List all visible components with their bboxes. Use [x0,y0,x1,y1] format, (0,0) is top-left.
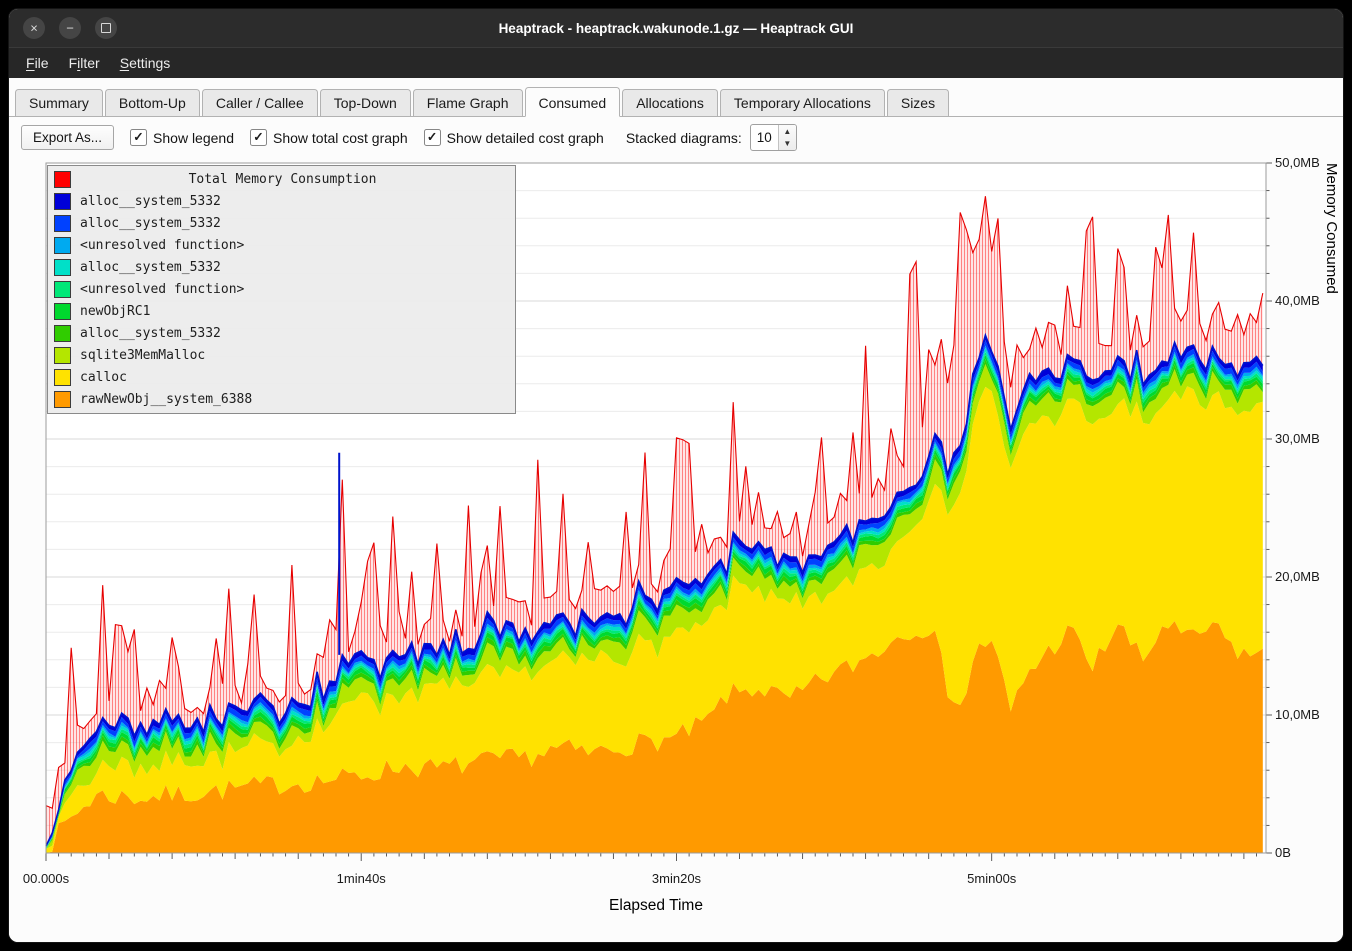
legend-label: <unresolved function> [80,237,245,253]
legend-item: rawNewObj__system_6388 [48,388,515,410]
maximize-icon [101,23,111,33]
legend-label: newObjRC1 [80,303,151,319]
checkbox-show-detailed-cost-graph[interactable]: ✓ Show detailed cost graph [423,129,604,146]
menu-settings[interactable]: Settings [119,55,171,71]
y-tick-label: 40,0MB [1275,293,1320,308]
legend-swatch [54,236,71,254]
maximize-button[interactable] [95,17,117,39]
checkbox-label: Show detailed cost graph [446,129,604,146]
stacked-diagrams-label: Stacked diagrams: [625,129,742,146]
x-axis: 00.000s 1min40s 3min20s 5min00s [23,871,1266,889]
legend-label: sqlite3MemMalloc [80,347,206,363]
legend-label: alloc__system_5332 [80,193,221,209]
legend-swatch [54,280,71,298]
tab-temporary-allocations[interactable]: Temporary Allocations [719,89,885,116]
legend-item: sqlite3MemMalloc [48,344,515,366]
x-axis-title: Elapsed Time [609,897,703,914]
stacked-diagrams-value: 10 [756,130,772,145]
legend-items: alloc__system_5332 alloc__system_5332 <unr… [48,190,515,410]
legend-swatch [54,324,71,342]
minimize-button[interactable]: − [59,17,81,39]
legend-swatch [54,368,71,386]
checkbox-show-total-cost-graph[interactable]: ✓ Show total cost graph [249,129,408,146]
legend-item: <unresolved function> [48,234,515,256]
export-as-button[interactable]: Export As... [21,125,115,150]
legend-item: calloc [48,366,515,388]
tab-sizes[interactable]: Sizes [886,89,950,116]
chart-region: Total Memory Consumption alloc__system_5… [9,155,1343,925]
x-tick-label: 00.000s [22,871,70,886]
legend-swatch [54,346,71,364]
content: Summary Bottom-Up Caller / Callee Top-Down F… [9,78,1343,942]
x-tick-label: 3min20s [651,871,702,886]
legend-swatch [54,214,71,232]
y-tick-label: 30,0MB [1275,431,1320,446]
legend-item: newObjRC1 [48,300,515,322]
legend-title-row: Total Memory Consumption [48,168,515,190]
toolbar: Export As... ✓ Show legend ✓ Show total cos… [9,117,1343,157]
legend-swatch [54,192,71,210]
legend-swatch [54,302,71,320]
titlebar[interactable]: × − Heaptrack - heaptrack.wakunode.1.gz —… [9,9,1343,47]
legend-label: rawNewObj__system_6388 [80,391,253,407]
legend-title: Total Memory Consumption [188,171,377,187]
tab-summary[interactable]: Summary [15,89,103,116]
menu-filter[interactable]: Filter [68,55,100,71]
memory-consumption-chart[interactable]: Total Memory Consumption alloc__system_5… [45,162,1272,862]
legend-item: <unresolved function> [48,278,515,300]
legend-item: alloc__system_5332 [48,256,515,278]
spin-up-button[interactable]: ▲ [783,126,792,136]
y-axis-title: Memory Consumed [1323,163,1340,294]
checkbox-label: Show legend [153,129,234,146]
legend-label: alloc__system_5332 [80,325,221,341]
legend-label: alloc__system_5332 [80,215,221,231]
chart-canvas [45,162,1272,861]
legend-item: alloc__system_5332 [48,190,515,212]
y-tick-label: 20,0MB [1275,569,1320,584]
y-tick-label: 50,0MB [1275,155,1320,170]
legend-swatch [54,390,71,408]
close-button[interactable]: × [23,17,45,39]
tab-bottom-up[interactable]: Bottom-Up [104,89,200,116]
window-controls: × − [9,17,117,39]
minimize-icon: − [66,20,74,35]
checkbox-icon: ✓ [423,129,441,146]
spinner-buttons: ▲ ▼ [777,125,796,150]
tab-allocations[interactable]: Allocations [622,89,718,116]
x-tick-label: 1min40s [336,871,386,886]
heaptrack-window: × − Heaptrack - heaptrack.wakunode.1.gz —… [8,8,1344,943]
tab-flame-graph[interactable]: Flame Graph [412,89,523,116]
tab-consumed[interactable]: Consumed [524,87,621,117]
y-axis: 0B 10,0MB 20,0MB 30,0MB 40,0MB 50,0MB [1275,155,1337,860]
window-title: Heaptrack - heaptrack.wakunode.1.gz — He… [498,20,854,36]
checkbox-icon: ✓ [249,129,267,146]
close-icon: × [30,20,38,35]
checkbox-show-legend[interactable]: ✓ Show legend [130,129,234,146]
checkbox-group: ✓ Show legend ✓ Show total cost graph ✓ Show … [130,129,604,146]
menubar: File Filter Settings [9,47,1343,78]
x-tick-label: 5min00s [967,871,1017,886]
legend-swatch [54,258,71,276]
checkbox-icon: ✓ [130,129,148,146]
legend-label: calloc [80,369,127,385]
spin-down-button[interactable]: ▼ [783,139,792,149]
menu-file[interactable]: File [26,55,49,71]
chart-legend: Total Memory Consumption alloc__system_5… [47,165,516,414]
y-tick-label: 10,0MB [1275,707,1320,722]
legend-swatch-total [54,170,71,188]
y-tick-label: 0B [1275,845,1291,860]
stacked-diagrams-spinbox[interactable]: 10 ▲ ▼ [749,124,797,151]
legend-item: alloc__system_5332 [48,322,515,344]
legend-item: alloc__system_5332 [48,212,515,234]
tab-top-down[interactable]: Top-Down [319,89,411,116]
tab-caller-callee[interactable]: Caller / Callee [201,89,318,116]
legend-label: alloc__system_5332 [80,259,221,275]
legend-label: <unresolved function> [80,281,245,297]
tab-bar: Summary Bottom-Up Caller / Callee Top-Down F… [9,78,1343,117]
checkbox-label: Show total cost graph [272,129,408,146]
